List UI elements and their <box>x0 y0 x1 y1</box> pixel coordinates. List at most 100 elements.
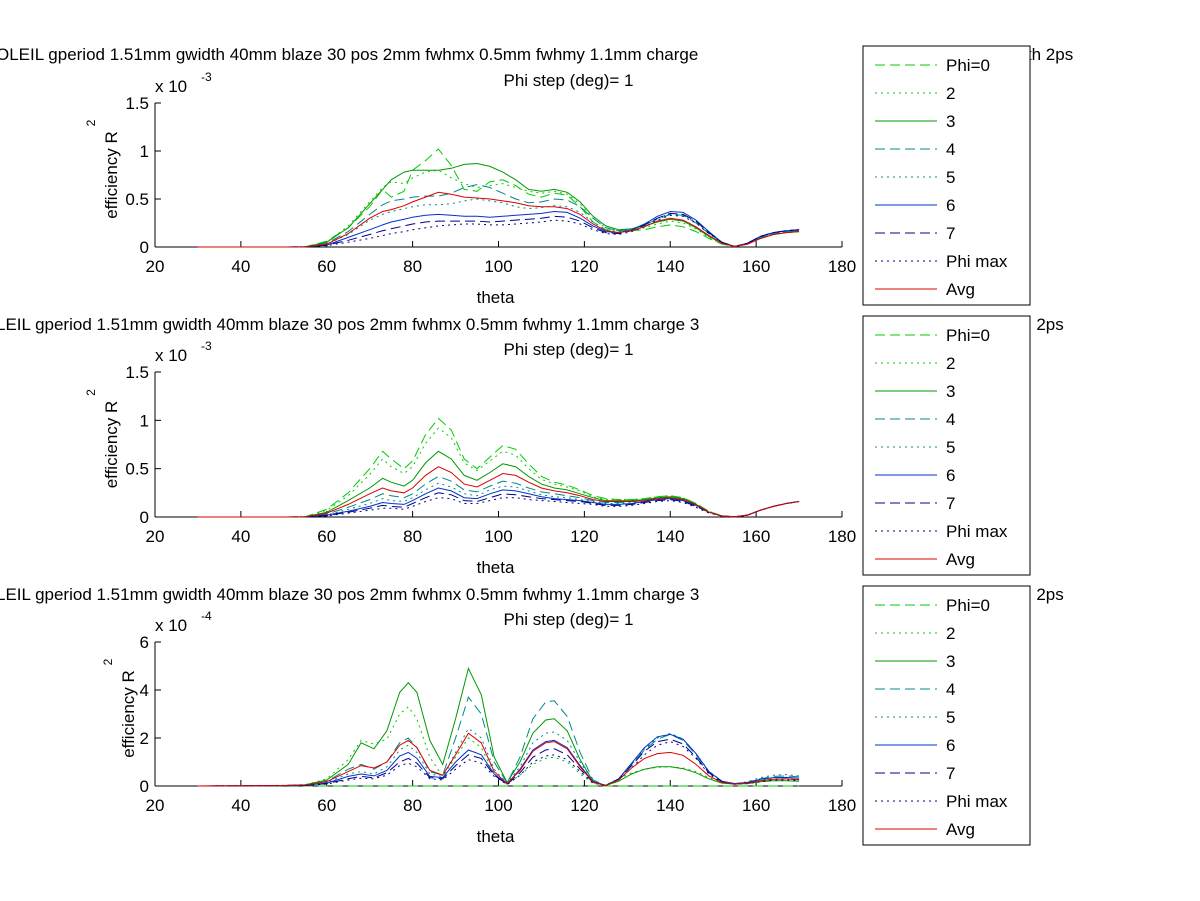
legend: Phi=0 2 3 4 5 6 7 Phi max Avg <box>862 45 1031 306</box>
legend-label: Phi max <box>946 252 1008 271</box>
series-line-8 <box>197 497 800 518</box>
y-tick-label: 0 <box>140 508 149 527</box>
legend-label: 2 <box>946 84 955 103</box>
series-line-2 <box>197 427 800 518</box>
series-line-5 <box>197 198 800 248</box>
legend-label: 6 <box>946 196 955 215</box>
legend-box <box>862 315 1031 576</box>
y-axis-label-superscript: 2 <box>101 658 115 665</box>
y-tick-label: 0.5 <box>125 460 149 479</box>
x-tick-label: 20 <box>146 257 165 276</box>
x-tick-label: 80 <box>403 257 422 276</box>
y-tick-label: 2 <box>140 729 149 748</box>
legend: Phi=0 2 3 4 5 6 7 Phi max Avg <box>862 315 1031 576</box>
y-tick-label: 1.5 <box>125 363 149 382</box>
legend-label: 4 <box>946 140 955 159</box>
x-tick-label: 140 <box>656 257 684 276</box>
y-exponent-label: x 10 <box>155 616 187 635</box>
legend-label: 7 <box>946 224 955 243</box>
x-axis-label: theta <box>477 288 515 307</box>
legend-label: 4 <box>946 680 955 699</box>
x-tick-label: 100 <box>484 257 512 276</box>
legend-label: 3 <box>946 652 955 671</box>
legend-label: Phi max <box>946 522 1008 541</box>
series-line-1 <box>197 148 800 248</box>
y-exponent-superscript: -4 <box>201 609 212 623</box>
chart-subtitle: Phi step (deg)= 1 <box>504 340 634 359</box>
x-tick-label: 120 <box>570 257 598 276</box>
subplot-2: LEIL gperiod 1.51mm gwidth 40mm blaze 30… <box>0 315 1064 577</box>
y-tick-label: 1.5 <box>125 94 149 113</box>
legend-label: Phi=0 <box>946 56 990 75</box>
chart-title: LEIL gperiod 1.51mm gwidth 40mm blaze 30… <box>0 315 699 334</box>
y-axis-label: efficiency R <box>119 670 138 758</box>
legend-label: 7 <box>946 494 955 513</box>
series-line-6 <box>197 733 800 787</box>
series-line-7 <box>197 738 800 787</box>
y-exponent-label: x 10 <box>155 77 187 96</box>
x-tick-label: 60 <box>317 257 336 276</box>
series-line-2 <box>197 706 800 787</box>
x-tick-label: 40 <box>231 796 250 815</box>
x-tick-label: 160 <box>742 527 770 546</box>
legend-label: 5 <box>946 438 955 457</box>
legend-label: 2 <box>946 354 955 373</box>
y-tick-label: 6 <box>140 633 149 652</box>
y-axis-label-superscript: 2 <box>84 119 98 126</box>
legend-label: 6 <box>946 466 955 485</box>
chart-title: LEIL gperiod 1.51mm gwidth 40mm blaze 30… <box>0 585 699 604</box>
y-tick-label: 1 <box>140 411 149 430</box>
series-line-3 <box>197 162 800 248</box>
x-tick-label: 40 <box>231 527 250 546</box>
subplot-3: LEIL gperiod 1.51mm gwidth 40mm blaze 30… <box>0 585 1064 846</box>
legend-label: Phi=0 <box>946 596 990 615</box>
legend-label: 2 <box>946 624 955 643</box>
x-tick-label: 180 <box>828 796 856 815</box>
x-tick-label: 160 <box>742 796 770 815</box>
x-axis-label: theta <box>477 827 515 846</box>
series-line-9 <box>197 466 800 518</box>
x-tick-label: 140 <box>656 527 684 546</box>
y-axis-label-superscript: 2 <box>84 389 98 396</box>
series-line-1 <box>197 417 800 518</box>
y-tick-label: 0.5 <box>125 190 149 209</box>
series-line-7 <box>197 212 800 248</box>
legend-label: 6 <box>946 736 955 755</box>
x-tick-label: 180 <box>828 527 856 546</box>
series-line-3 <box>197 450 800 518</box>
y-exponent-superscript: -3 <box>201 339 212 353</box>
legend-label: 5 <box>946 168 955 187</box>
x-tick-label: 80 <box>403 527 422 546</box>
series-line-6 <box>197 210 800 248</box>
y-tick-label: 0 <box>140 777 149 796</box>
x-tick-label: 20 <box>146 527 165 546</box>
y-axis-label: efficiency R <box>102 401 121 489</box>
series-line-8 <box>197 214 800 248</box>
legend-box <box>862 585 1031 846</box>
legend-label: 5 <box>946 708 955 727</box>
x-tick-label: 160 <box>742 257 770 276</box>
x-axis-label: theta <box>477 558 515 577</box>
x-tick-label: 80 <box>403 796 422 815</box>
legend-label: 3 <box>946 112 955 131</box>
legend-label: 4 <box>946 410 955 429</box>
series-line-9 <box>197 191 800 248</box>
legend-label: Avg <box>946 820 975 839</box>
x-tick-label: 140 <box>656 796 684 815</box>
y-tick-label: 1 <box>140 142 149 161</box>
x-tick-label: 100 <box>484 796 512 815</box>
legend-label: Phi max <box>946 792 1008 811</box>
legend-box <box>862 45 1031 306</box>
series-line-3 <box>197 666 800 787</box>
chart-title: OLEIL gperiod 1.51mm gwidth 40mm blaze 3… <box>0 45 698 64</box>
legend-label: Avg <box>946 550 975 569</box>
x-tick-label: 60 <box>317 796 336 815</box>
legend-label: Avg <box>946 280 975 299</box>
y-tick-label: 0 <box>140 238 149 257</box>
x-tick-label: 40 <box>231 257 250 276</box>
legend-label: 3 <box>946 382 955 401</box>
chart-subtitle: Phi step (deg)= 1 <box>504 610 634 629</box>
legend-label: Phi=0 <box>946 326 990 345</box>
